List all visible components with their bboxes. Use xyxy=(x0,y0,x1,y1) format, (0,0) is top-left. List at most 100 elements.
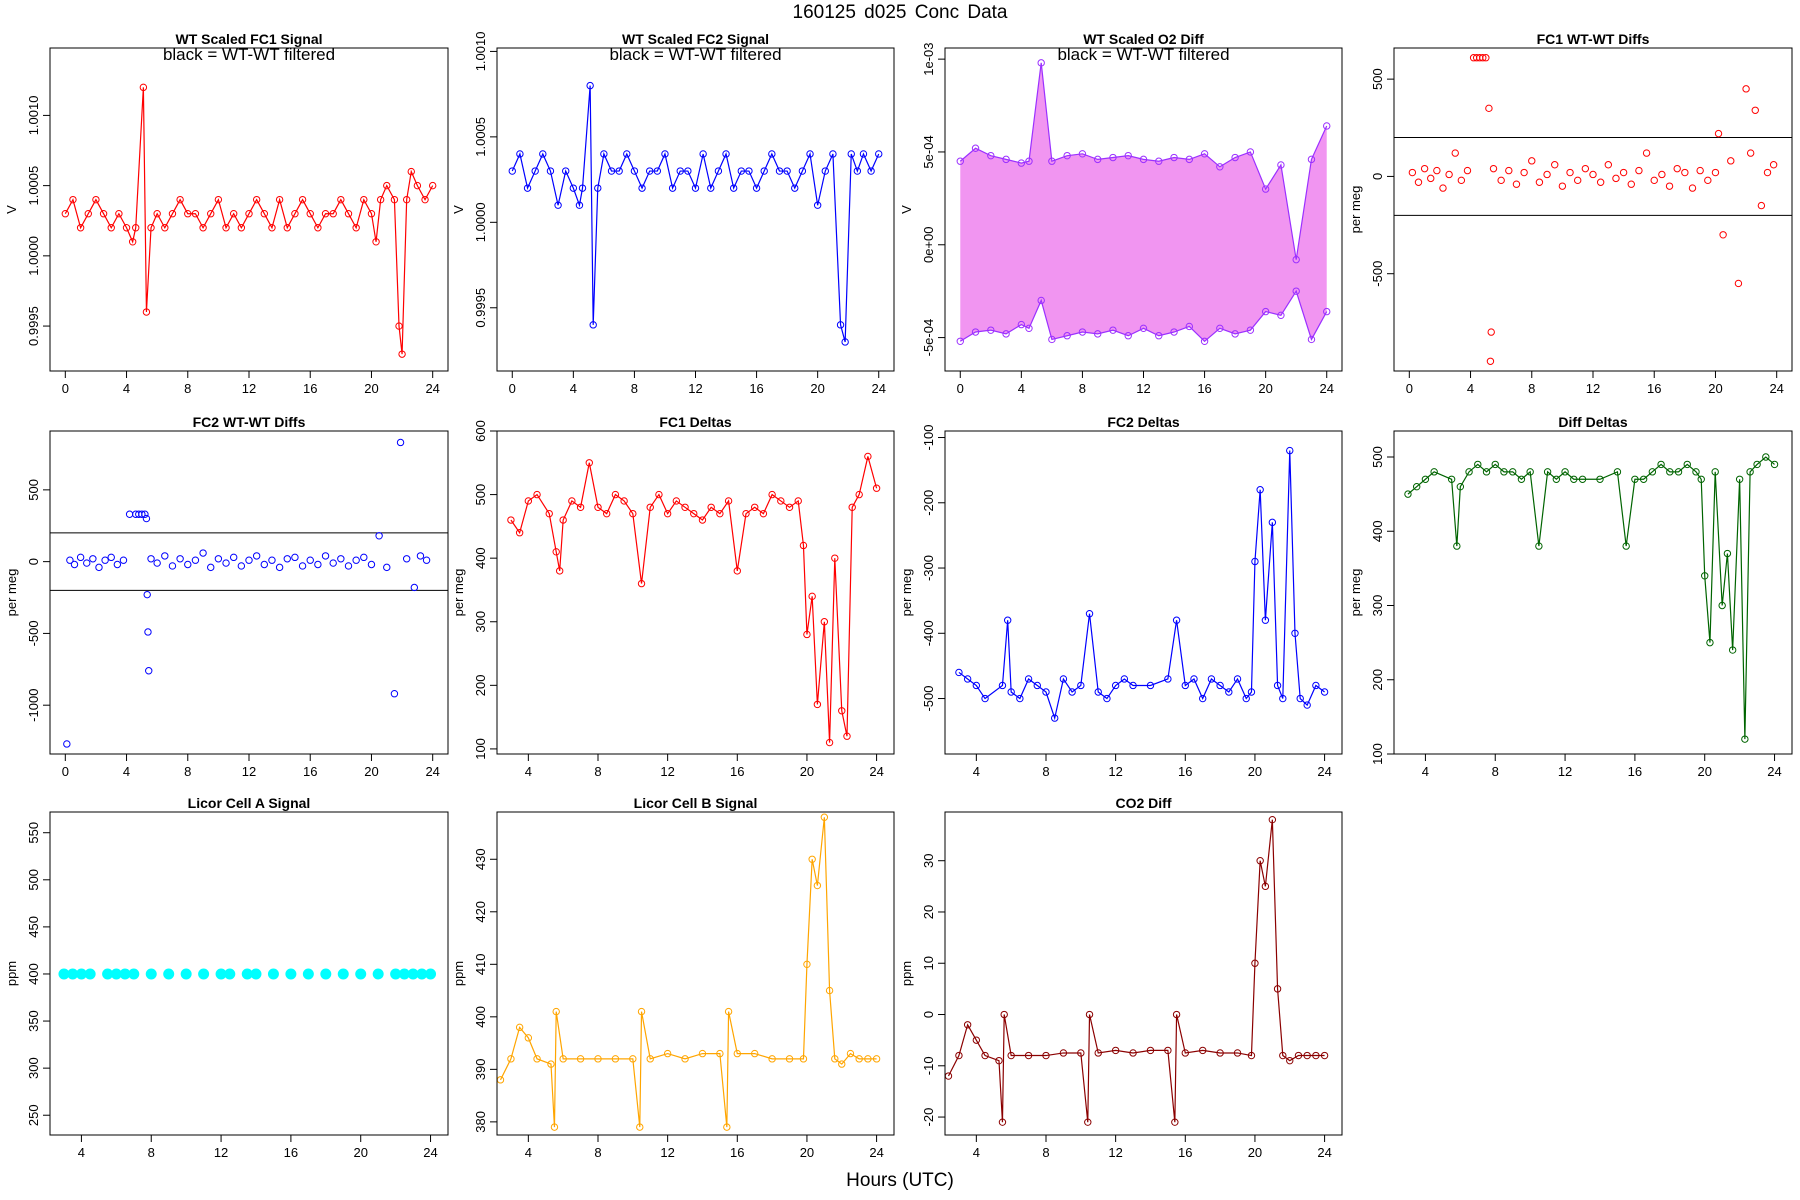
data-point xyxy=(224,968,236,980)
data-point xyxy=(825,986,834,995)
data-point xyxy=(745,167,753,175)
data-point xyxy=(1048,335,1056,344)
y-axis-label: per meg xyxy=(1348,569,1363,617)
data-point xyxy=(998,1118,1007,1126)
data-point xyxy=(1735,475,1744,483)
y-tick-label: -200 xyxy=(921,490,936,516)
data-point xyxy=(508,167,516,175)
x-tick-label: 4 xyxy=(123,764,130,779)
data-point xyxy=(1155,157,1163,165)
data-point xyxy=(1172,616,1181,624)
data-point xyxy=(1146,1046,1155,1055)
y-tick-label: 300 xyxy=(1370,595,1385,617)
data-point xyxy=(838,1060,846,1068)
data-point xyxy=(314,224,322,232)
chart-panel-10: Licor Cell B Signal 4 8 12 16 20 24 380 390 400 41… xyxy=(451,795,895,1160)
plot-frame xyxy=(496,811,895,1136)
series-line-1 xyxy=(1407,456,1775,740)
data-point xyxy=(785,1055,794,1063)
data-point xyxy=(768,490,776,499)
plot-frame xyxy=(1393,430,1793,755)
y-tick-label: 20 xyxy=(921,905,936,919)
x-tick-label: 4 xyxy=(525,1145,532,1160)
data-point xyxy=(1307,155,1316,164)
data-point xyxy=(1763,168,1772,177)
data-point xyxy=(1543,170,1551,179)
x-tick-label: 12 xyxy=(1108,1145,1122,1160)
data-point xyxy=(1277,311,1285,320)
data-point xyxy=(981,1051,989,1060)
data-point xyxy=(742,509,750,518)
data-point xyxy=(848,503,856,511)
data-point xyxy=(1512,180,1521,188)
data-point xyxy=(161,224,169,232)
data-point xyxy=(1261,616,1270,624)
data-point xyxy=(1770,460,1779,469)
y-axis-label: ppm xyxy=(899,961,914,986)
data-point xyxy=(1164,1046,1172,1055)
data-point xyxy=(759,509,768,518)
y-tick-label: 1.0010 xyxy=(473,32,488,72)
x-tick-label: 20 xyxy=(1258,381,1272,396)
data-point xyxy=(1294,1051,1303,1060)
data-point xyxy=(1111,681,1120,690)
x-tick-label: 20 xyxy=(1248,1145,1262,1160)
data-point xyxy=(1002,330,1010,338)
y-tick-label: 200 xyxy=(1370,669,1385,691)
data-point xyxy=(729,184,738,192)
series-line-1 xyxy=(958,450,1325,721)
data-point xyxy=(1084,1118,1092,1126)
data-point xyxy=(555,567,564,575)
data-point xyxy=(661,150,669,158)
data-point xyxy=(987,151,995,160)
data-point xyxy=(128,238,137,246)
data-point xyxy=(1185,322,1194,331)
data-point xyxy=(1024,1051,1033,1060)
x-tick-label: 4 xyxy=(570,381,577,396)
x-tick-label: 0 xyxy=(957,381,964,396)
data-point xyxy=(1631,475,1639,483)
data-point xyxy=(410,583,419,592)
x-tick-label: 0 xyxy=(62,381,69,396)
data-point xyxy=(875,150,883,158)
data-point xyxy=(1323,307,1331,316)
data-point xyxy=(1261,307,1270,316)
y-tick-label: 0e+00 xyxy=(921,227,936,264)
data-point xyxy=(229,553,238,562)
data-point xyxy=(329,559,337,567)
data-point xyxy=(737,167,746,175)
series-line-1 xyxy=(499,817,877,1128)
data-point xyxy=(589,321,597,329)
data-point xyxy=(825,738,834,747)
x-tick-label: 20 xyxy=(810,381,824,396)
data-point xyxy=(1427,174,1435,183)
data-point xyxy=(245,556,253,564)
data-point xyxy=(337,555,345,563)
data-point xyxy=(1279,694,1287,703)
data-point xyxy=(153,210,161,218)
y-tick-label: 0 xyxy=(1370,173,1385,180)
x-tick-label: 12 xyxy=(242,381,256,396)
data-point xyxy=(421,195,429,204)
data-point xyxy=(1447,475,1456,483)
data-point xyxy=(1487,328,1495,336)
data-point xyxy=(1268,815,1277,824)
data-point xyxy=(1307,335,1316,344)
data-point xyxy=(207,563,215,572)
data-point xyxy=(1627,180,1635,188)
data-point xyxy=(1225,688,1233,696)
plot-area xyxy=(955,446,1329,722)
data-point xyxy=(690,509,698,518)
data-point xyxy=(1077,1049,1085,1057)
data-point xyxy=(1520,168,1528,177)
data-point xyxy=(1312,681,1320,690)
data-point xyxy=(163,968,175,980)
data-point xyxy=(752,184,761,192)
plot-frame xyxy=(1393,47,1793,372)
data-point xyxy=(831,1055,839,1063)
data-point xyxy=(1246,148,1255,156)
data-point xyxy=(836,321,845,329)
plot-area xyxy=(58,968,437,980)
data-point xyxy=(298,562,307,570)
x-tick-label: 16 xyxy=(1628,764,1642,779)
